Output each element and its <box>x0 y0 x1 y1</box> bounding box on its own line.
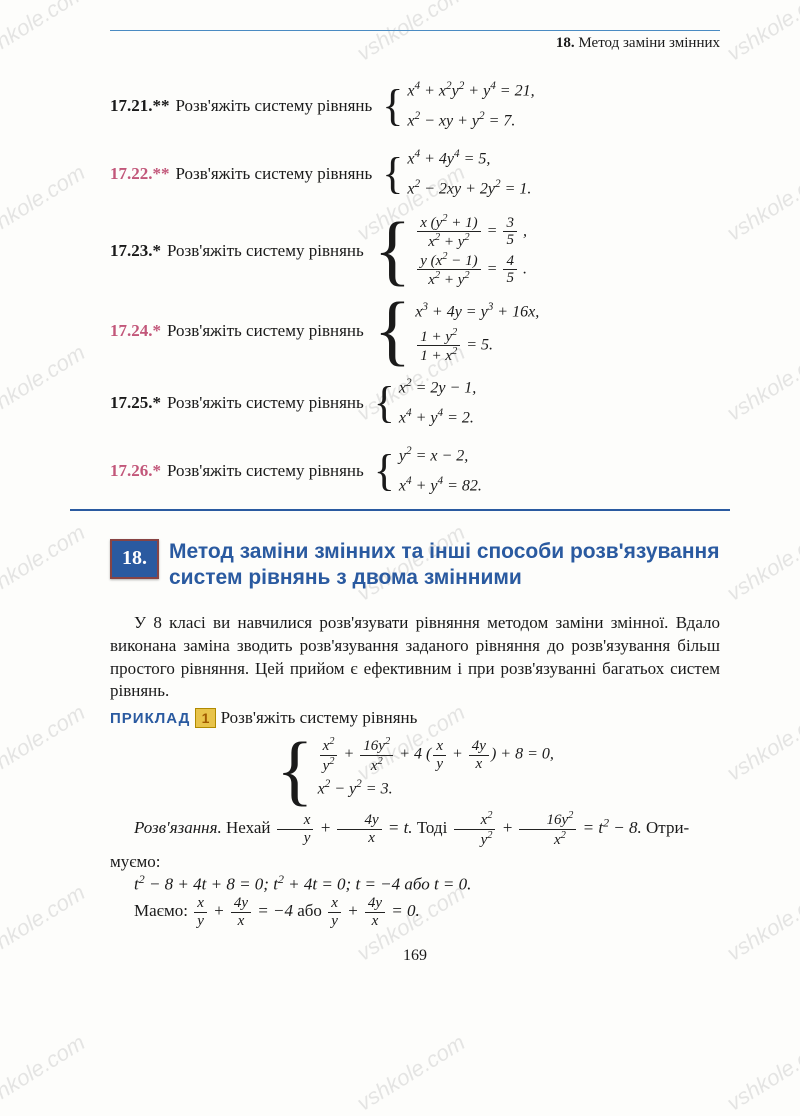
solution-line-1: Розв'язання. Нехай xy + 4yx = t. Тоді x2… <box>110 810 720 848</box>
problem-row: 17.25.* Розв'яжіть систему рівнянь {x2 = 2… <box>110 373 720 433</box>
problem-number: 17.22.** <box>110 164 170 184</box>
page-container: 18. Метод заміни змінних 17.21.** Розв'яж… <box>0 0 800 985</box>
example-text: Розв'яжіть систему рівнянь <box>221 708 418 727</box>
problem-row: 17.21.** Розв'яжіть систему рівнянь {x4 + … <box>110 76 720 136</box>
problem-number: 17.26.* <box>110 461 161 481</box>
problem-number: 17.23.* <box>110 241 161 261</box>
equation-system: {y2 = x − 2,x4 + y4 = 82. <box>374 441 482 501</box>
watermark-text: vshkole.com <box>352 1030 469 1116</box>
running-header: 18. Метод заміни змінних <box>110 35 720 52</box>
equation-line: x2 = 2y − 1, <box>399 373 476 403</box>
problem-text: Розв'яжіть систему рівнянь <box>167 241 364 261</box>
system-lines: x4 + 4y4 = 5,x2 − 2xy + 2y2 = 1. <box>407 144 531 204</box>
sol4-frac2: xy + 4yx = 0. <box>326 901 420 920</box>
problem-number: 17.21.** <box>110 96 170 116</box>
solution-line-2: муємо: <box>110 852 720 872</box>
system-lines: x3 + 4y = y3 + 16x,1 + y21 + x2 = 5. <box>415 297 539 365</box>
problem-row: 17.22.** Розв'яжіть систему рівнянь {x4 + … <box>110 144 720 204</box>
equation-line: x2y2 + 16y2x2 + 4 (xy + 4yx) + 8 = 0, <box>318 736 554 774</box>
equation-line: x4 + y4 = 2. <box>399 403 476 433</box>
section-rule <box>70 509 730 511</box>
system-lines: y2 = x − 2,x4 + y4 = 82. <box>399 441 482 501</box>
equation-line: y (x2 − 1)x2 + y2 = 45 . <box>415 251 527 289</box>
problem-text: Розв'яжіть систему рівнянь <box>167 321 364 341</box>
sol4-a: Маємо: <box>134 901 192 920</box>
sol1-a: Нехай <box>226 818 275 837</box>
equation-system: {x (y2 + 1)x2 + y2 = 35 ,y (x2 − 1)x2 + … <box>374 213 527 289</box>
equation-line: x2 − y2 = 3. <box>318 774 554 804</box>
problem-row: 17.23.* Розв'яжіть систему рівнянь {x (y2 … <box>110 213 720 289</box>
equation-system: {x4 + 4y4 = 5,x2 − 2xy + 2y2 = 1. <box>382 144 531 204</box>
equation-line: x (y2 + 1)x2 + y2 = 35 , <box>415 213 527 251</box>
system-lines: x4 + x2y2 + y4 = 21,x2 − xy + y2 = 7. <box>407 76 534 136</box>
sol1-frac2: x2y2 + 16y2x2 = t2 − 8. <box>452 818 642 837</box>
system-lines: x2 = 2y − 1,x4 + y4 = 2. <box>399 373 476 433</box>
equation-line: x2 − xy + y2 = 7. <box>407 106 534 136</box>
system-lines: x (y2 + 1)x2 + y2 = 35 ,y (x2 − 1)x2 + y… <box>415 213 527 289</box>
section-title: Метод заміни змінних та інші способи роз… <box>169 539 720 592</box>
equation-system: {x2 = 2y − 1,x4 + y4 = 2. <box>374 373 477 433</box>
section-number-badge: 18. <box>110 539 159 579</box>
brace-icon: { <box>374 392 395 414</box>
solution-label: Розв'язання. <box>134 818 222 837</box>
problem-row: 17.26.* Розв'яжіть систему рівнянь {y2 = x… <box>110 441 720 501</box>
brace-icon: { <box>374 460 395 482</box>
problem-row: 17.24.* Розв'яжіть систему рівнянь {x3 + 4… <box>110 297 720 365</box>
problem-text: Розв'яжіть систему рівнянь <box>176 164 373 184</box>
sol1-c: Отри- <box>646 818 689 837</box>
sol4-b: або <box>297 901 326 920</box>
equation-line: x4 + y4 = 82. <box>399 471 482 501</box>
problem-number: 17.25.* <box>110 393 161 413</box>
equation-system: {x3 + 4y = y3 + 16x,1 + y21 + x2 = 5. <box>374 297 539 365</box>
problem-list: 17.21.**Розв'яжіть систему рівнянь{x4 + … <box>110 76 720 501</box>
intro-paragraph: У 8 класі ви навчилися розв'язувати рівн… <box>110 612 720 704</box>
problem-number: 17.24.* <box>110 321 161 341</box>
equation-line: y2 = x − 2, <box>399 441 482 471</box>
example-system: { x2y2 + 16y2x2 + 4 (xy + 4yx) + 8 = 0,x… <box>110 736 720 804</box>
equation-line: x4 + x2y2 + y4 = 21, <box>407 76 534 106</box>
equation-line: x2 − 2xy + 2y2 = 1. <box>407 174 531 204</box>
brace-icon: { <box>382 163 403 185</box>
watermark-text: vshkole.com <box>0 1030 90 1116</box>
solution-line-4: Маємо: xy + 4yx = −4 або xy + 4yx = 0. <box>134 895 720 929</box>
problem-text: Розв'яжіть систему рівнянь <box>167 393 364 413</box>
sol1-frac1: xy + 4yx = t. <box>275 818 413 837</box>
system-lines: x2y2 + 16y2x2 + 4 (xy + 4yx) + 8 = 0,x2 … <box>318 736 554 804</box>
brace-icon: { <box>276 749 313 792</box>
section-heading: 18. Метод заміни змінних та інші способи… <box>110 539 720 592</box>
sol1-b: Тоді <box>417 818 452 837</box>
watermark-text: vshkole.com <box>722 1030 800 1116</box>
problem-text: Розв'яжіть систему рівнянь <box>176 96 373 116</box>
example-heading: ПРИКЛАД 1 Розв'яжіть систему рівнянь <box>110 707 720 730</box>
header-rule <box>110 30 720 31</box>
example-number-badge: 1 <box>195 708 217 728</box>
equation-system: {x4 + x2y2 + y4 = 21,x2 − xy + y2 = 7. <box>382 76 534 136</box>
equation-line: 1 + y21 + x2 = 5. <box>415 327 539 365</box>
brace-icon: { <box>382 95 403 117</box>
equation-line: x3 + 4y = y3 + 16x, <box>415 297 539 327</box>
problem-text: Розв'яжіть систему рівнянь <box>167 461 364 481</box>
page-number: 169 <box>110 947 720 965</box>
example-label: ПРИКЛАД <box>110 710 190 727</box>
header-section-num: 18. <box>556 35 575 51</box>
brace-icon: { <box>374 309 411 352</box>
header-section-title: Метод заміни змінних <box>578 35 720 51</box>
equation-line: x4 + 4y4 = 5, <box>407 144 531 174</box>
sol4-frac1: xy + 4yx = −4 <box>192 901 293 920</box>
brace-icon: { <box>374 229 411 272</box>
solution-line-3: t2 − 8 + 4t + 8 = 0; t2 + 4t = 0; t = −4… <box>134 872 720 895</box>
